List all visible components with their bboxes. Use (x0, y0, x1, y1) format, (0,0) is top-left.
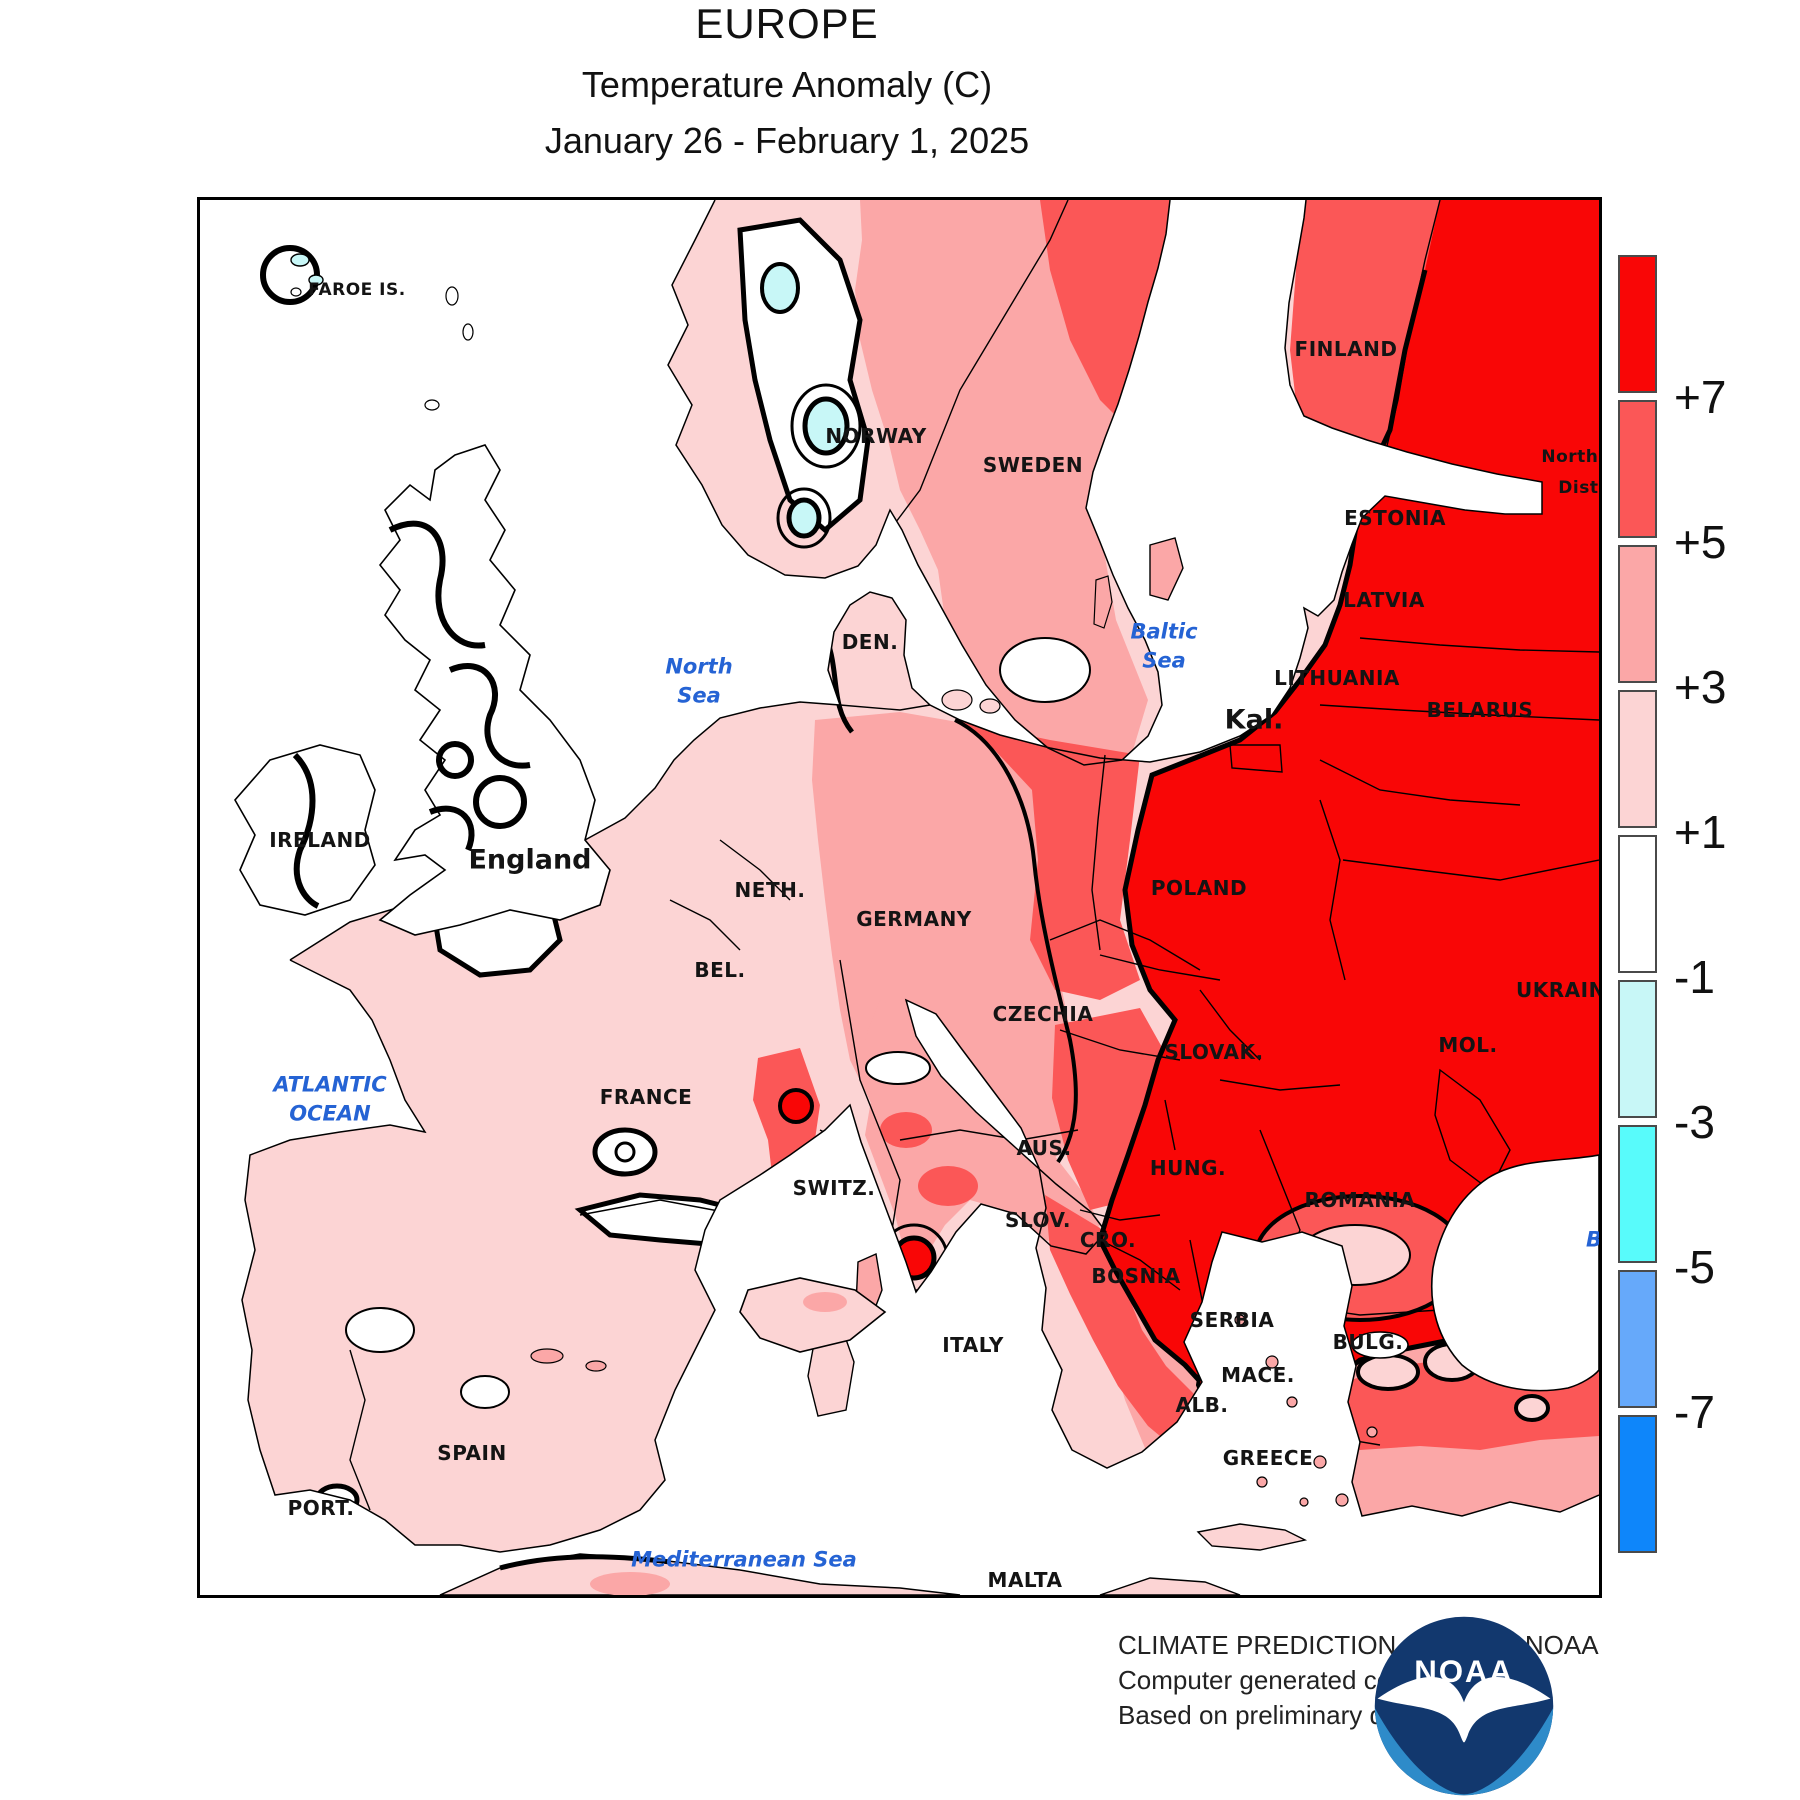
country-label-kal-: Kal. (1224, 704, 1284, 736)
country-label-neth-: NETH. (734, 878, 806, 902)
sea-label-b: B (1585, 1227, 1602, 1252)
country-label-finland: FINLAND (1294, 337, 1398, 361)
country-label-hung-: HUNG. (1149, 1156, 1227, 1180)
country-label-poland: POLAND (1150, 876, 1248, 900)
country-label-england: England (468, 844, 592, 876)
zero-contours (260, 245, 531, 909)
black-sea (1430, 1154, 1599, 1392)
colorbar-tick-m5: -5 (1674, 1240, 1715, 1293)
noaa-logo: NOAA (1374, 1616, 1554, 1796)
europe-map-svg (200, 200, 1599, 1595)
country-label-bulg-: BULG. (1332, 1330, 1404, 1354)
country-label-czechia: CZECHIA (992, 1002, 1094, 1026)
colorbar-segment-6 (1618, 1125, 1657, 1263)
country-label-spain: SPAIN (437, 1441, 507, 1465)
colorbar-tick-p5: +5 (1674, 515, 1727, 568)
date-range: January 26 - February 1, 2025 (544, 120, 1030, 161)
coastlines (241, 200, 1599, 1553)
colorbar-tick-m7: -7 (1674, 1385, 1715, 1438)
map-title-block: EUROPE Temperature Anomaly (C) January 2… (0, 0, 1574, 162)
small-islands-north (290, 253, 474, 411)
oland-island (1093, 575, 1113, 629)
country-label-lithuania: LITHUANIA (1274, 666, 1400, 690)
colorbar-segment-3 (1618, 690, 1657, 828)
country-label-serbia: SERBIA (1189, 1308, 1275, 1332)
country-label-aus-: AUS. (1016, 1136, 1072, 1160)
country-label-port-: PORT. (287, 1496, 355, 1520)
country-label-bosnia: BOSNIA (1091, 1264, 1181, 1288)
country-label-switz-: SWITZ. (792, 1176, 876, 1200)
colorbar-tick-p7: +7 (1674, 370, 1727, 423)
country-label-cro-: CRO. (1079, 1228, 1137, 1252)
colorbar-segment-0 (1618, 255, 1657, 393)
country-label-den-: DEN. (841, 630, 899, 654)
danish-isles-2 (979, 698, 1001, 714)
sea-label-baltic-sea: Baltic Sea (1130, 619, 1198, 673)
mallorca-island (530, 1348, 564, 1364)
colorbar-segment-5 (1618, 980, 1657, 1118)
country-label-faroe-is-: FAROE IS. (308, 280, 406, 300)
country-label-italy: ITALY (942, 1333, 1004, 1357)
country-label-distri: Distri (1558, 478, 1599, 498)
country-label-alb-: ALB. (1175, 1393, 1229, 1417)
colorbar-tick-p3: +3 (1674, 660, 1727, 713)
crete-island (1196, 1523, 1308, 1551)
colorbar-segment-7 (1618, 1270, 1657, 1408)
country-label-slovak-: SLOVAK. (1164, 1040, 1264, 1064)
sea-label-mediterraneansea: Mediterranean Sea (631, 1547, 857, 1572)
page-title: EUROPE (695, 0, 879, 47)
sea-label-north-sea: North Sea (665, 654, 733, 708)
country-label-greece: GREECE (1222, 1446, 1314, 1470)
country-label-ireland: IRELAND (269, 828, 371, 852)
tunisia-coast (1099, 1577, 1241, 1595)
menorca-island (585, 1360, 607, 1372)
colorbar-segment-2 (1618, 545, 1657, 683)
sicily-island (739, 1277, 887, 1353)
noaa-logo-text: NOAA (1414, 1654, 1513, 1689)
danish-isles (941, 689, 973, 711)
colorbar-tick-m1: -1 (1674, 950, 1715, 1003)
sea-of-marmara (1351, 1331, 1409, 1359)
country-label-ukraine: UKRAINE (1516, 978, 1599, 1002)
sea-label-atlantic-ocean: ATLANTIC OCEAN (273, 1072, 387, 1126)
colorbar-segment-1 (1618, 400, 1657, 538)
colorbar-tick-p1: +1 (1674, 805, 1727, 858)
country-label-belarus: BELARUS (1426, 698, 1534, 722)
africa-patch (590, 1572, 670, 1595)
colorbar-segment-8 (1618, 1415, 1657, 1553)
europe-anomaly-map: FAROE IS. NORWAY SWEDEN FINLAND ESTONIA LATVI… (197, 197, 1602, 1598)
country-label-germany: GERMANY (856, 907, 972, 931)
country-label-romania: ROMANIA (1304, 1188, 1416, 1212)
country-label-sweden: SWEDEN (982, 453, 1084, 477)
country-label-bel-: BEL. (694, 958, 746, 982)
country-label-northw: Northw (1541, 447, 1599, 467)
country-label-estonia: ESTONIA (1344, 506, 1446, 530)
gotland-island (1149, 537, 1184, 601)
country-label-latvia: LATVIA (1343, 588, 1425, 612)
sicily-patch (803, 1292, 847, 1312)
country-label-mol-: MOL. (1438, 1033, 1498, 1057)
country-label-norway: NORWAY (825, 424, 927, 448)
country-label-mace-: MACE. (1221, 1363, 1295, 1387)
country-label-france: FRANCE (599, 1085, 693, 1109)
colorbar (1618, 255, 1657, 1560)
colorbar-segment-4 (1618, 835, 1657, 973)
country-label-slov-: SLOV. (1005, 1208, 1071, 1232)
credit-line-3: Based on preliminary data (1118, 1700, 1421, 1730)
colorbar-tick-m3: -3 (1674, 1095, 1715, 1148)
country-label-malta: MALTA (987, 1568, 1063, 1592)
aegean-islands (1234, 1314, 1378, 1507)
page-subtitle: Temperature Anomaly (C) (581, 64, 993, 105)
noaa-bird-icon (1377, 1676, 1551, 1743)
africa-contour (499, 1554, 671, 1571)
